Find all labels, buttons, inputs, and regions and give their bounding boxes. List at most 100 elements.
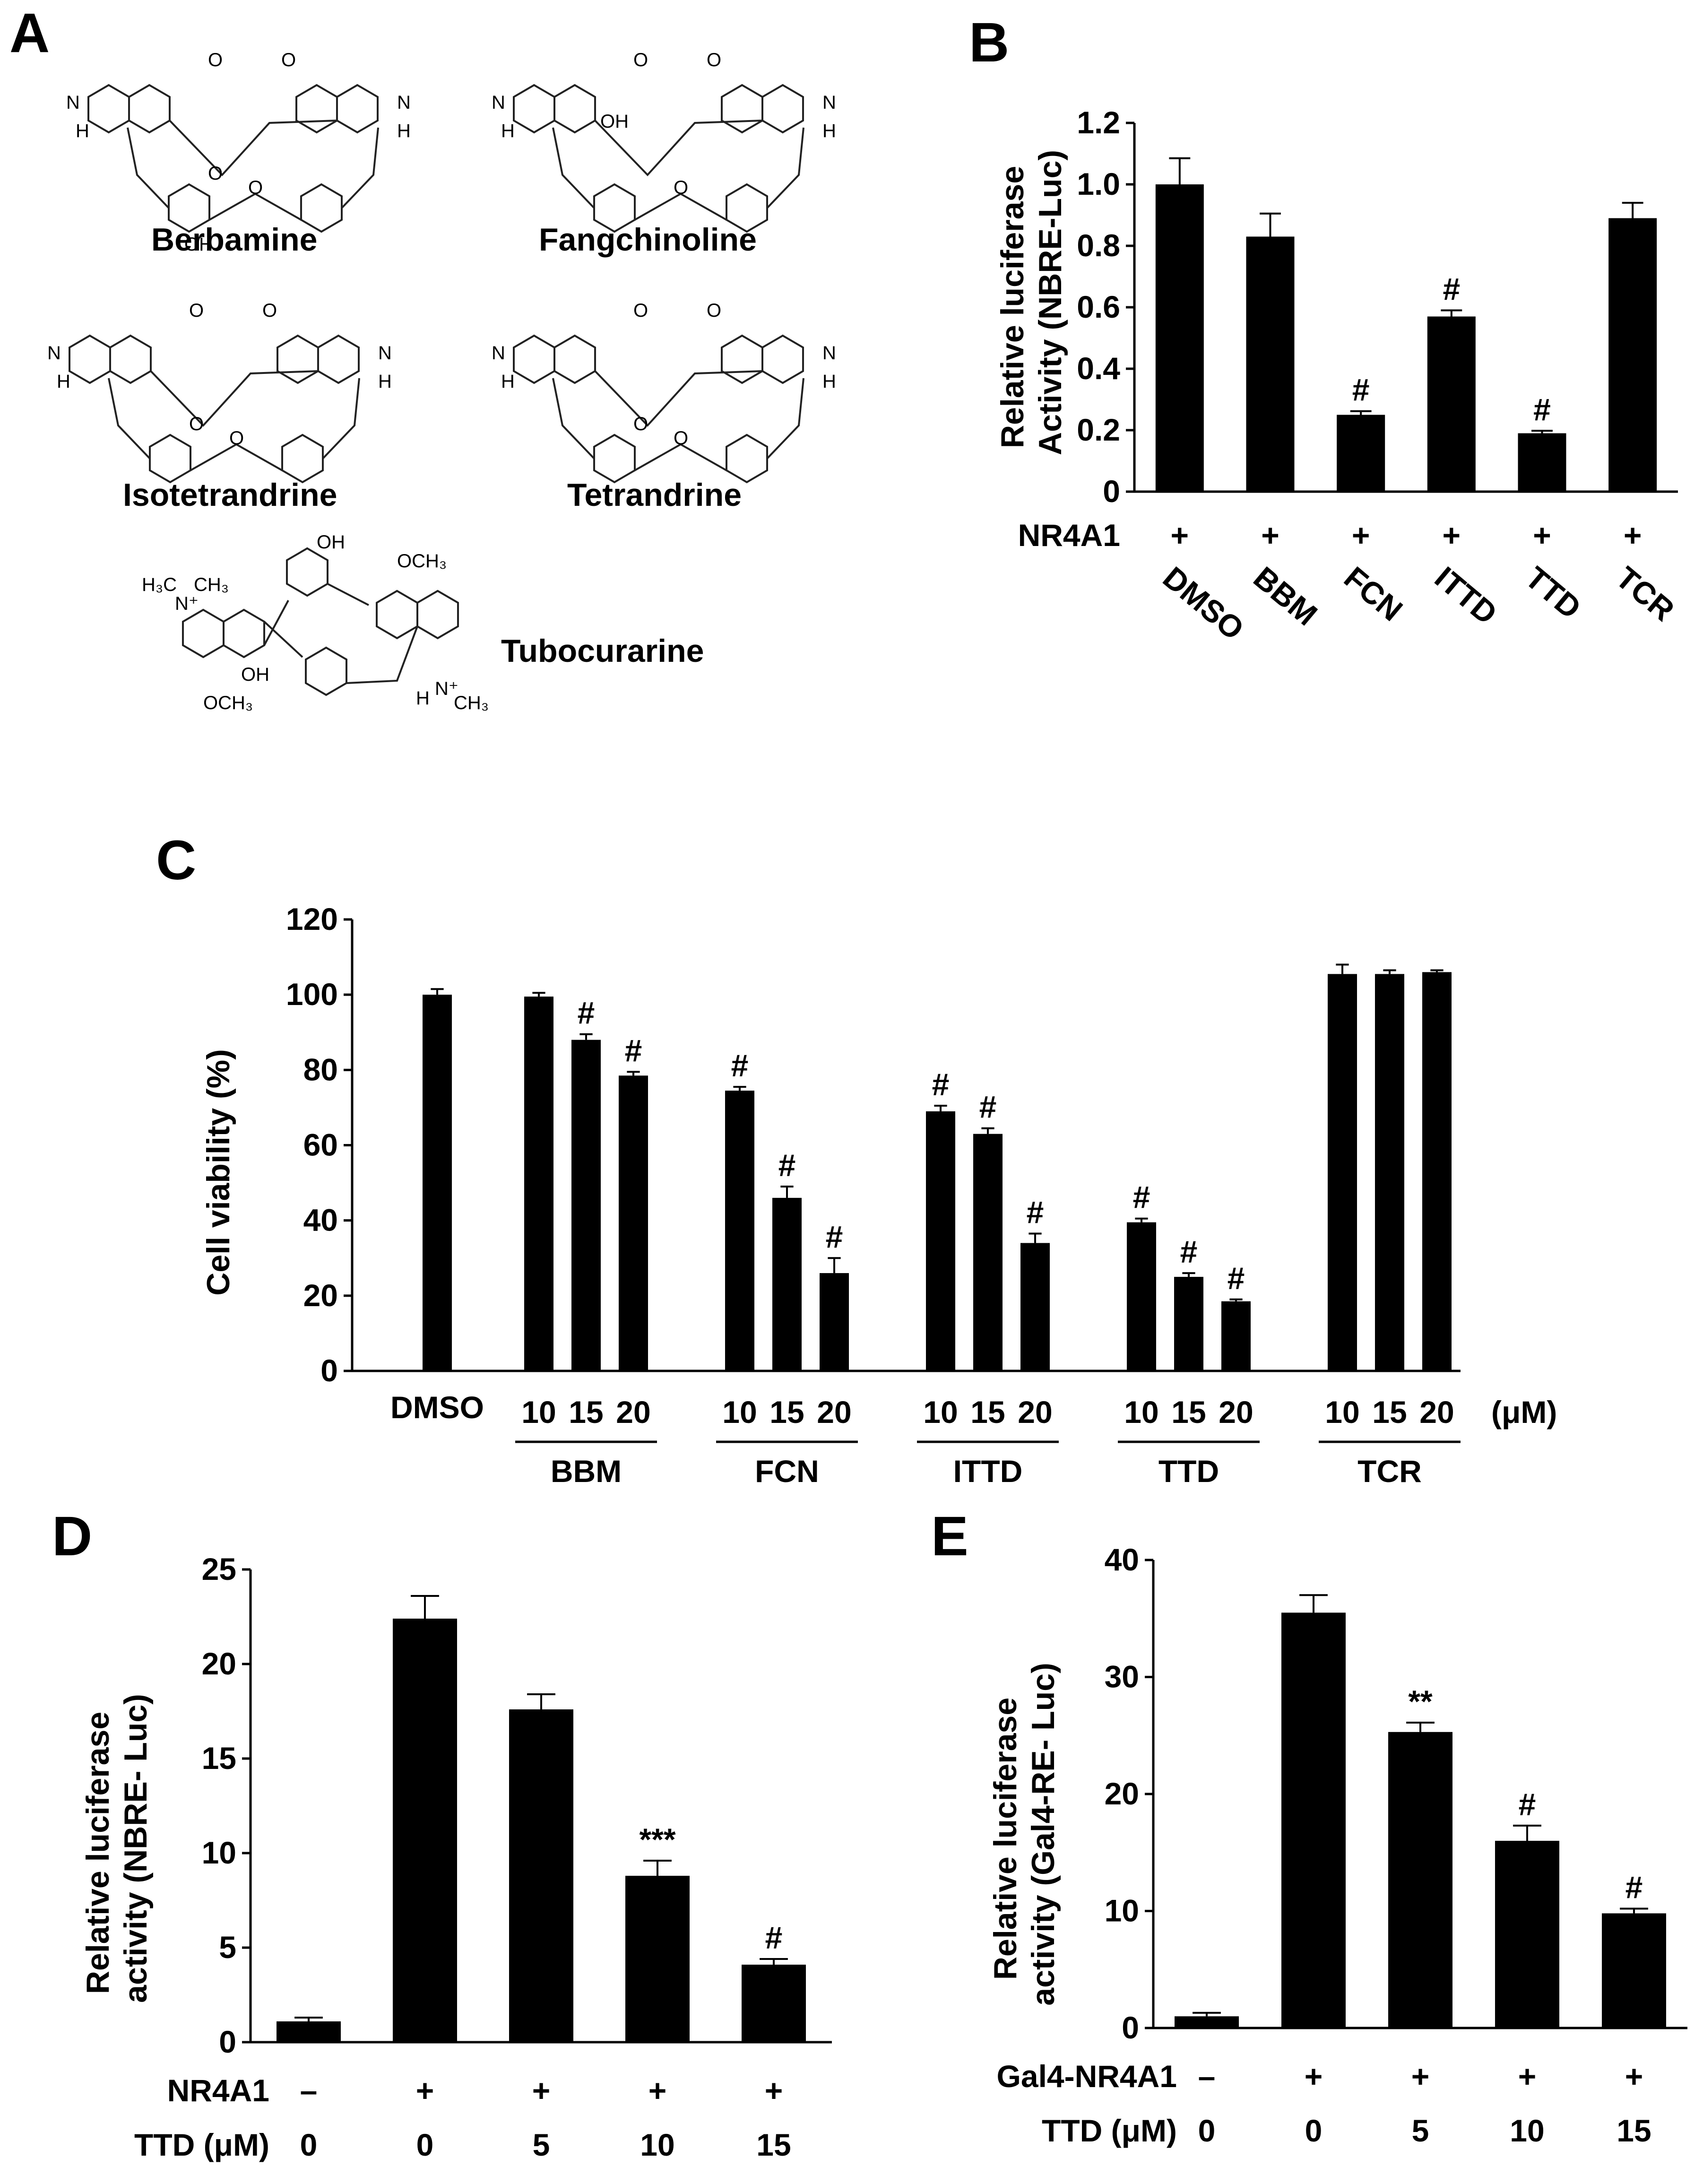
row-value: 15	[1617, 2113, 1651, 2148]
bar	[1422, 972, 1452, 1371]
row-label: NR4A1	[1018, 518, 1120, 553]
svg-text:O: O	[281, 50, 296, 70]
significance-mark: #	[1352, 373, 1370, 407]
row-value: +	[1533, 518, 1551, 553]
bar	[1337, 415, 1385, 492]
svg-text:OCH₃: OCH₃	[397, 551, 447, 572]
bar	[1518, 433, 1566, 492]
panel-letter-b: B	[969, 11, 1009, 74]
chart-e: E Relative luciferase activity (Gal4-RE-…	[931, 1505, 1687, 2148]
y-tick-label: 60	[303, 1127, 338, 1162]
bar	[1127, 1222, 1156, 1371]
y-axis-label: Relative luciferase activity (Gal4-RE- L…	[987, 1663, 1061, 2006]
y-axis-label-line-1: Relative luciferase	[994, 166, 1030, 448]
svg-text:O: O	[674, 177, 688, 198]
chart-c: C Cell viability (%) 0 20 40 60 80 100 120 DMSO…	[156, 829, 1557, 1489]
y-tick-label: 5	[219, 1930, 236, 1965]
svg-text:N⁺: N⁺	[435, 678, 458, 699]
x-tick-label: FCN	[1338, 560, 1409, 628]
svg-text:O: O	[189, 300, 204, 321]
panel-letter-e: E	[931, 1505, 968, 1568]
bar	[926, 1111, 955, 1371]
bar	[820, 1273, 849, 1371]
significance-mark: #	[1180, 1234, 1198, 1269]
significance-mark: #	[1519, 1787, 1536, 1822]
row-value: +	[1261, 518, 1279, 553]
dose-label: 20	[817, 1395, 851, 1430]
y-tick-label: 20	[1105, 1776, 1139, 1811]
bar	[277, 2021, 341, 2042]
svg-text:H: H	[76, 121, 89, 141]
significance-mark: #	[765, 1920, 783, 1955]
row-value: 5	[533, 2127, 550, 2162]
svg-text:H: H	[501, 371, 515, 392]
bar	[742, 1965, 806, 2042]
panel-letter-a: A	[9, 2, 50, 64]
y-tick-label: 0	[320, 1353, 338, 1388]
svg-text:N: N	[822, 343, 836, 364]
row-value: +	[1443, 518, 1461, 553]
bar	[973, 1134, 1003, 1371]
bar	[1020, 1243, 1050, 1371]
group-label: BBM	[551, 1454, 622, 1489]
dose-label: 20	[1219, 1395, 1253, 1430]
x-tick-label: TTD	[1519, 560, 1588, 625]
y-tick-label: 40	[1105, 1542, 1139, 1577]
row-value: 5	[1412, 2113, 1429, 2148]
y-tick-label: 30	[1105, 1659, 1139, 1694]
bar	[1602, 1913, 1666, 2028]
x-tick-label: ITTD	[1428, 560, 1504, 631]
y-tick-label: 0.4	[1077, 351, 1120, 386]
svg-text:H: H	[822, 371, 836, 392]
dose-label: 15	[970, 1395, 1005, 1430]
row-value: +	[1518, 2059, 1537, 2094]
y-tick-label: 0	[219, 2024, 236, 2059]
svg-text:O: O	[633, 50, 648, 70]
svg-text:N: N	[822, 92, 836, 113]
significance-mark: #	[778, 1148, 796, 1183]
y-axis-label-line-1: Relative luciferase	[987, 1698, 1023, 1980]
significance-mark: #	[731, 1048, 749, 1083]
bar	[423, 995, 452, 1371]
row-value: 0	[1305, 2113, 1323, 2148]
y-axis-label-line-2: Activity (NBRE-Luc)	[1032, 150, 1068, 455]
row-label: TTD (μM)	[134, 2127, 269, 2162]
group-label: DMSO	[390, 1390, 484, 1425]
svg-text:OH: OH	[600, 111, 629, 132]
bar	[571, 1040, 601, 1371]
svg-text:N: N	[492, 92, 505, 113]
significance-mark: #	[1533, 392, 1551, 427]
row-label: NR4A1	[167, 2073, 269, 2108]
dose-label: 20	[1018, 1395, 1052, 1430]
svg-text:H: H	[397, 121, 411, 141]
row-value: +	[416, 2073, 434, 2108]
group-label: FCN	[755, 1454, 819, 1489]
bar	[1608, 218, 1657, 492]
svg-text:O: O	[633, 300, 648, 321]
svg-text:N: N	[397, 92, 411, 113]
bar	[1221, 1301, 1251, 1371]
row-value: +	[1171, 518, 1189, 553]
bar	[1175, 2016, 1239, 2028]
significance-mark: #	[625, 1033, 642, 1068]
significance-mark: #	[1133, 1180, 1150, 1215]
svg-text:O: O	[707, 300, 721, 321]
group-label: ITTD	[953, 1454, 1023, 1489]
row-value: +	[1352, 518, 1370, 553]
dose-label: 20	[616, 1395, 650, 1430]
dose-label: 10	[923, 1395, 958, 1430]
row-value: +	[1624, 518, 1642, 553]
chart-d: D Relative luciferase activity (NBRE- Lu…	[52, 1505, 832, 2162]
y-tick-label: 15	[202, 1741, 236, 1776]
svg-text:H: H	[822, 121, 836, 141]
bar	[509, 1709, 573, 2042]
svg-text:O: O	[189, 414, 204, 434]
row-value: 0	[1198, 2113, 1216, 2148]
row-value: +	[1625, 2059, 1643, 2094]
y-tick-label: 0.6	[1077, 289, 1120, 324]
svg-text:O: O	[248, 177, 263, 198]
dose-label: 10	[521, 1395, 556, 1430]
